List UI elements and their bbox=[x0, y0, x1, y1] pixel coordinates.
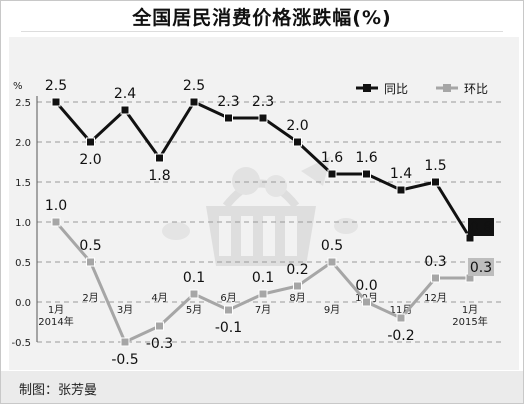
data-label: 0.1 bbox=[183, 270, 205, 286]
x-tick-label: 2月 bbox=[82, 292, 98, 304]
data-label: 1.8 bbox=[148, 168, 170, 184]
data-point bbox=[327, 257, 337, 267]
data-point bbox=[155, 153, 164, 163]
y-tick-label: 2.0 bbox=[15, 138, 31, 149]
data-point bbox=[431, 177, 440, 187]
data-label: 0.5 bbox=[321, 238, 343, 254]
data-label: 0.0 bbox=[355, 278, 377, 294]
line-chart: % 2.52.01.51.00.50.0-0.5 1月2014年2月3月4月5月… bbox=[11, 78, 501, 368]
data-label: 2.3 bbox=[252, 94, 274, 110]
x-tick-label: 3月 bbox=[117, 304, 133, 316]
data-label: 2.5 bbox=[45, 78, 67, 94]
x-tick-label: 8月 bbox=[289, 292, 305, 304]
data-label: 0.3 bbox=[470, 260, 492, 276]
title-divider bbox=[21, 31, 503, 32]
data-label: 0.3 bbox=[424, 254, 446, 270]
data-point bbox=[327, 169, 337, 179]
data-point bbox=[258, 289, 268, 299]
y-axis-unit: % bbox=[13, 81, 23, 92]
data-point bbox=[396, 185, 406, 195]
data-label: 1.4 bbox=[390, 166, 412, 182]
x-axis: 1月2014年2月3月4月5月6月7月8月9月10月11月12月1月2015年 bbox=[38, 292, 487, 328]
data-point bbox=[51, 217, 61, 227]
plot-panel bbox=[9, 37, 519, 370]
x-tick-label: 1月 bbox=[462, 304, 478, 316]
data-label: 0.8 bbox=[470, 220, 492, 236]
x-tick-label: 12月 bbox=[424, 292, 447, 304]
basket-watermark-icon bbox=[162, 156, 358, 266]
data-point bbox=[189, 289, 199, 299]
data-point bbox=[224, 305, 233, 315]
data-point bbox=[86, 257, 95, 267]
data-point bbox=[224, 113, 233, 123]
data-point bbox=[120, 337, 130, 347]
y-tick-label: 1.5 bbox=[15, 178, 31, 189]
x-tick-label: 9月 bbox=[324, 304, 340, 316]
data-label: 2.5 bbox=[183, 78, 205, 94]
data-label: -0.5 bbox=[111, 352, 138, 368]
data-label: 1.6 bbox=[321, 150, 343, 166]
data-label: 1.6 bbox=[355, 150, 377, 166]
y-tick-label: 2.5 bbox=[15, 98, 31, 109]
data-point bbox=[293, 137, 302, 147]
data-label: 0.1 bbox=[252, 270, 274, 286]
y-tick-label: 0.5 bbox=[15, 258, 31, 269]
data-label: 1.0 bbox=[45, 198, 67, 214]
data-point bbox=[293, 281, 302, 291]
x-tick-sublabel: 2015年 bbox=[452, 315, 487, 328]
data-label: -0.3 bbox=[146, 336, 173, 352]
data-label: -0.1 bbox=[215, 320, 242, 336]
data-point bbox=[396, 313, 406, 323]
legend-label: 环比 bbox=[464, 82, 488, 96]
data-point bbox=[258, 113, 268, 123]
y-tick-label: 0.0 bbox=[15, 298, 31, 309]
data-label: 2.0 bbox=[79, 152, 101, 168]
data-point bbox=[431, 273, 440, 283]
data-label-box bbox=[468, 218, 494, 236]
y-axis: % 2.5 2.0 1.5 1.0 0.5 0.0 -0.5 bbox=[11, 81, 38, 349]
series: 2.5 2.0 2.4 1.8 2.5 2.3 2.3 2.0 1.6 1.6 1.4 1.5 0.8 1… bbox=[45, 78, 494, 368]
x-tick-label: 6月 bbox=[220, 292, 236, 304]
legend-marker bbox=[363, 84, 371, 92]
data-label: 0.5 bbox=[79, 238, 101, 254]
data-point bbox=[86, 137, 95, 147]
data-point bbox=[362, 297, 371, 307]
data-point bbox=[120, 105, 130, 115]
data-label: -0.2 bbox=[387, 328, 414, 344]
data-point bbox=[51, 97, 61, 107]
data-label: 0.2 bbox=[286, 262, 308, 278]
data-label: 2.4 bbox=[114, 86, 136, 102]
data-label: 2.3 bbox=[217, 94, 239, 110]
y-tick-label: -0.5 bbox=[11, 338, 31, 349]
legend: 同比 环比 bbox=[356, 82, 488, 96]
x-tick-label: 5月 bbox=[186, 304, 202, 316]
legend-label: 同比 bbox=[384, 82, 408, 96]
credit-text: 制图：张芳曼 bbox=[19, 383, 98, 398]
chart-title: 全国居民消费价格涨跌幅(%) bbox=[132, 7, 392, 29]
data-point bbox=[155, 321, 164, 331]
x-tick-label: 4月 bbox=[151, 292, 167, 304]
footer-bar: 制图：张芳曼 bbox=[1, 371, 523, 403]
x-tick-label: 1月 bbox=[48, 304, 64, 316]
x-tick-sublabel: 2014年 bbox=[38, 315, 73, 328]
data-label-box bbox=[468, 258, 494, 276]
y-tick-label: 1.0 bbox=[15, 218, 31, 229]
legend-marker bbox=[443, 84, 451, 92]
data-point bbox=[362, 169, 371, 179]
x-tick-label: 7月 bbox=[255, 304, 271, 316]
data-point bbox=[189, 97, 199, 107]
data-label: 1.5 bbox=[424, 158, 446, 174]
data-label: 2.0 bbox=[286, 118, 308, 134]
